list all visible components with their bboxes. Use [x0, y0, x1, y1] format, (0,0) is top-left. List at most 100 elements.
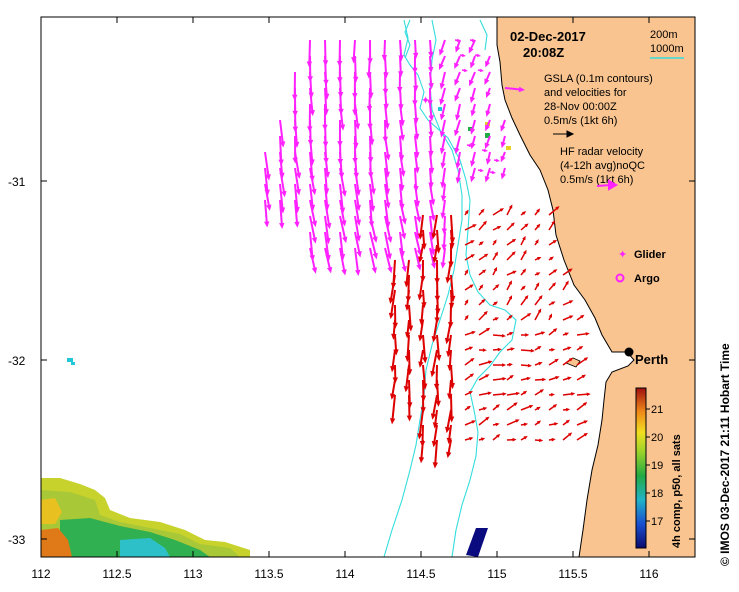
- gsla-velocity-arrow: [478, 269, 487, 276]
- gsla-velocity-arrow: [478, 220, 487, 231]
- gsla-velocity-arrow: [534, 294, 543, 306]
- hf-radar-arrow: [470, 55, 476, 69]
- gsla-velocity-arrow: [389, 394, 396, 425]
- gsla-velocity-arrow: [534, 361, 543, 366]
- gsla-velocity-arrow: [548, 220, 555, 231]
- gsla-velocity-arrow: [534, 223, 541, 231]
- gsla-velocity-arrow: [478, 241, 484, 246]
- gsla-velocity-arrow: [478, 310, 488, 321]
- gsla-velocity-arrow: [520, 333, 530, 337]
- gsla-velocity-arrow: [492, 225, 502, 231]
- gsla-velocity-arrow: [478, 374, 490, 381]
- gsla-velocity-arrow: [432, 409, 439, 429]
- hf-radar-arrow: [484, 71, 491, 85]
- gsla-velocity-arrow: [478, 406, 488, 411]
- gsla-velocity-arrow: [478, 391, 492, 396]
- perth-label: Perth: [635, 352, 668, 367]
- gsla-velocity-arrow: [464, 254, 475, 261]
- gsla-velocity-arrow: [548, 313, 553, 321]
- lat-tick-label: -31: [8, 175, 26, 189]
- gsla-velocity-arrow: [405, 319, 411, 339]
- gsla-velocity-arrow: [548, 347, 556, 352]
- gsla-velocity-arrow: [562, 419, 571, 426]
- gsla-velocity-arrow: [562, 300, 574, 306]
- gsla-velocity-arrow: [534, 308, 542, 321]
- lon-tick-label: 114: [335, 567, 354, 581]
- hf-radar-arrow: [500, 151, 506, 163]
- gsla-velocity-arrow: [548, 376, 560, 381]
- gsla-velocity-arrow: [562, 346, 572, 351]
- glider-label: Glider: [634, 249, 667, 261]
- hf-legend-line: 0.5m/s (1kt 6h): [560, 174, 633, 186]
- gsla-velocity-arrow: [464, 224, 477, 231]
- colorbar-gradient: [635, 387, 647, 549]
- gsla-velocity-arrow: [534, 208, 541, 216]
- gsla-velocity-arrow: [520, 404, 534, 411]
- gsla-velocity-arrow: [478, 298, 486, 306]
- hf-radar-arrow: [493, 158, 500, 163]
- gsla-velocity-arrow: [478, 208, 485, 216]
- depth-legend: 200m 1000m: [650, 29, 684, 59]
- hf-radar-arrow: [485, 87, 491, 99]
- gsla-velocity-arrow: [464, 437, 474, 441]
- lon-tick-label: 114.5: [406, 567, 435, 581]
- gsla-velocity-arrow: [520, 249, 527, 261]
- gsla-velocity-arrow: [534, 345, 542, 351]
- hf-legend-line: (4-12h avg)noQC: [560, 160, 645, 172]
- hf-radar-arrow: [484, 135, 491, 150]
- gsla-velocity-arrow: [447, 379, 453, 400]
- hf-radar-arrow: [384, 215, 393, 243]
- gsla-velocity-arrow: [406, 394, 413, 422]
- hf-scale-arrow: [596, 179, 619, 191]
- hf-radar-arrow: [485, 151, 492, 165]
- gsla-velocity-arrow: [562, 268, 573, 276]
- gsla-velocity-arrow: [506, 238, 517, 246]
- hf-radar-arrow: [477, 168, 484, 173]
- gsla-velocity-arrow: [520, 312, 532, 321]
- hf-radar-arrow: [477, 68, 484, 73]
- hf-radar-arrow: [428, 55, 434, 74]
- gsla-velocity-arrow: [389, 379, 396, 400]
- gsla-velocity-arrow: [464, 357, 475, 366]
- gsla-velocity-arrow: [506, 280, 512, 291]
- gsla-velocity-arrow: [506, 332, 514, 336]
- hf-radar-arrows: ✦: [264, 38, 525, 277]
- gsla-velocity-arrow: [435, 379, 441, 407]
- gsla-velocity-arrow: [548, 301, 556, 306]
- hf-radar-arrow: [439, 135, 446, 155]
- lon-tick-label: 112: [31, 567, 50, 581]
- gsla-velocity-arrow: [548, 206, 560, 216]
- lon-tick-label: 116: [639, 567, 658, 581]
- gsla-velocity-arrow: [562, 432, 573, 441]
- gsla-velocity-arrow: [464, 330, 476, 336]
- gsla-velocity-arrow: [520, 294, 529, 306]
- colorbar: 21 20 19 18 17 4h comp, p50, all sats: [635, 387, 683, 549]
- gsla-velocity-arrow: [576, 332, 590, 336]
- lat-tick-label: -32: [8, 354, 26, 368]
- hf-radar-arrow: [440, 183, 447, 202]
- gsla-velocity-arrow: [492, 284, 500, 291]
- colorbar-tick-label: 18: [651, 488, 663, 500]
- gsla-velocity-arrow: [562, 407, 571, 412]
- hf-radar-arrow: [428, 119, 434, 138]
- hf-radar-arrow: [428, 71, 434, 90]
- lat-tick-label: -33: [8, 533, 26, 547]
- hf-radar-arrow: [429, 183, 436, 206]
- hf-radar-arrow: [354, 199, 362, 226]
- gsla-velocity-arrows: [388, 204, 591, 469]
- gsla-velocity-arrow: [464, 405, 471, 411]
- hf-radar-arrow: [412, 55, 418, 74]
- gsla-velocity-arrow: [418, 244, 424, 263]
- gsla-velocity-arrow: [506, 222, 515, 231]
- hf-radar-arrow: [470, 135, 476, 150]
- gsla-velocity-arrow: [506, 314, 513, 321]
- argo-symbol-icon: [615, 273, 625, 283]
- gsla-velocity-arrow: [464, 240, 475, 246]
- argo-label: Argo: [634, 273, 660, 285]
- lat-axis: -31 -32 -33: [8, 175, 26, 547]
- hf-radar-arrow: [429, 247, 437, 270]
- gsla-velocity-arrow: [492, 392, 507, 396]
- gsla-velocity-arrow: [534, 282, 540, 291]
- gsla-scale-arrow: [553, 130, 575, 138]
